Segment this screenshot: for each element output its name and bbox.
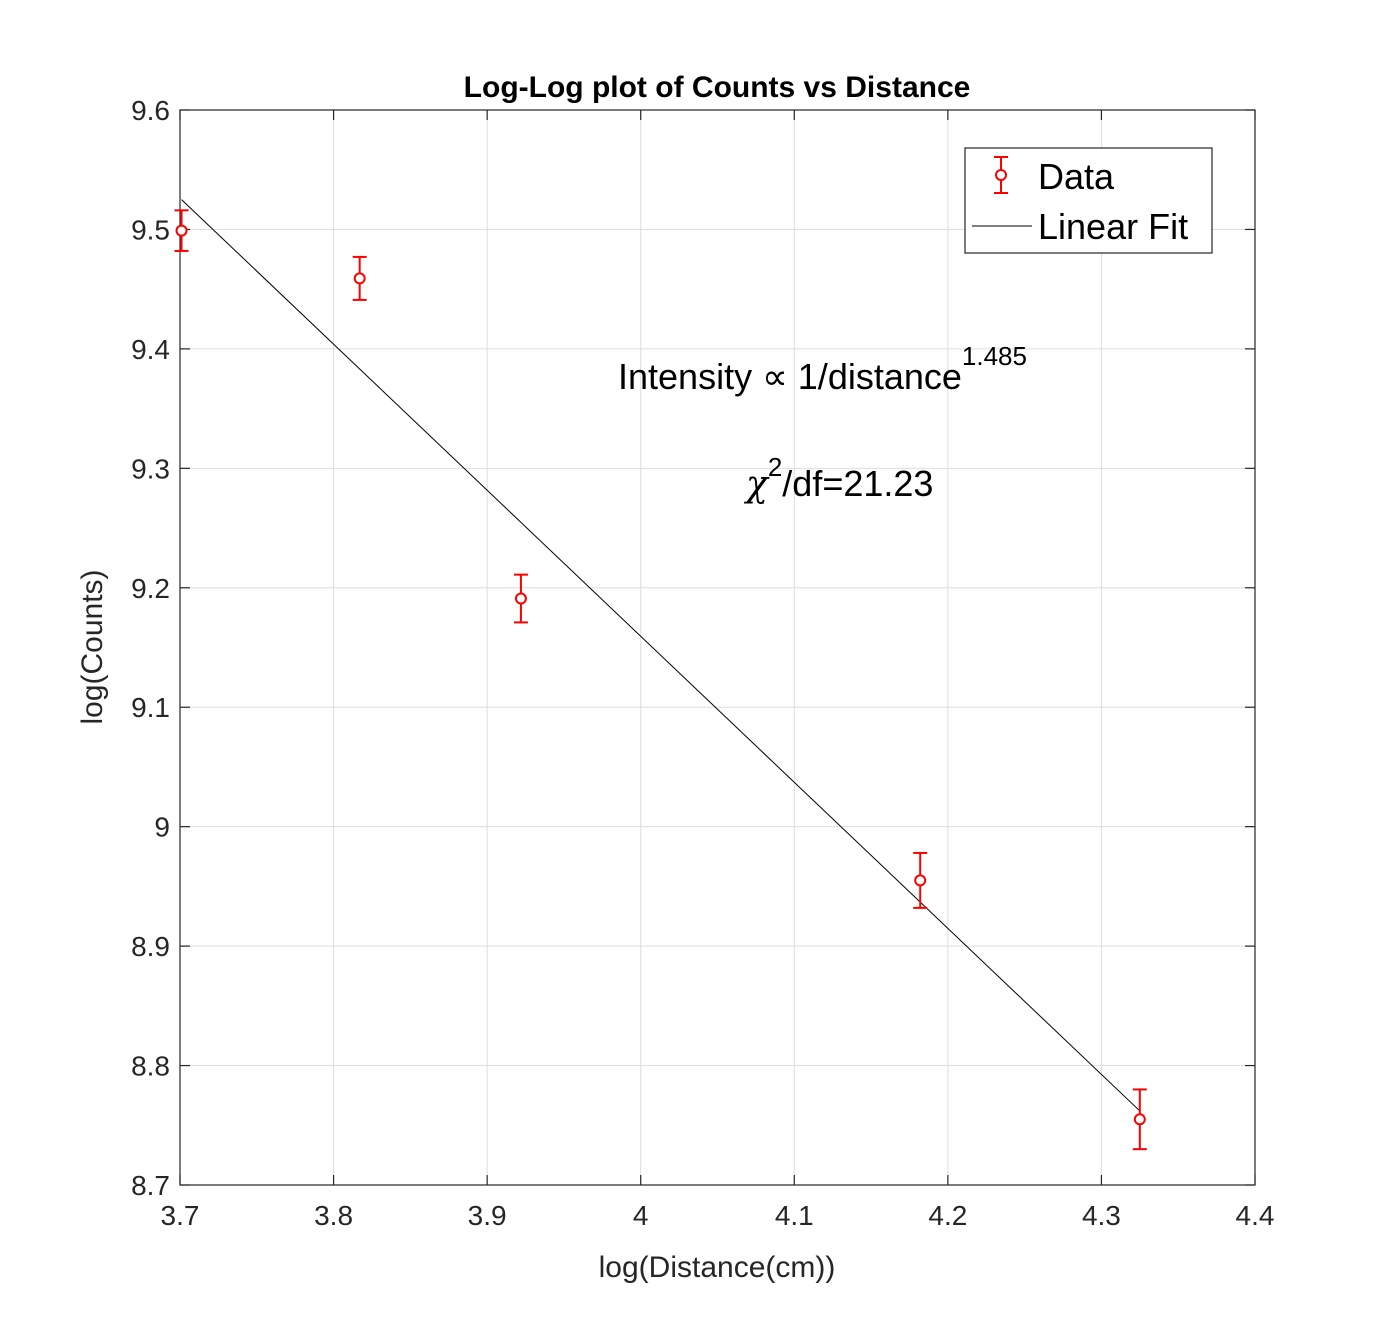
x-tick-label: 3.7 [161,1200,200,1231]
data-point [913,851,928,909]
data-point [513,573,528,624]
chi-square-annotation: χ2/df=21.23 [743,452,933,505]
x-axis-label: log(Distance(cm)) [599,1251,836,1284]
legend-data-marker [994,156,1008,194]
y-tick-labels: 8.7 8.8 8.9 9 9.1 9.2 9.3 9.4 9.5 9.6 [131,95,170,1201]
chart-title: Log-Log plot of Counts vs Distance [464,71,971,104]
data-marker [353,272,366,285]
intensity-exponent: 1.485 [962,341,1027,371]
y-tick-label: 9.1 [131,692,170,723]
data-point [1132,1088,1147,1151]
y-tick-label: 8.9 [131,931,170,962]
intensity-annotation: Intensity ∝ 1/distance1.485 [618,341,1027,397]
legend-box [964,147,1213,254]
y-tick-label: 9.5 [131,214,170,245]
x-tick-label: 3.9 [468,1200,507,1231]
y-tick-label: 8.7 [131,1170,170,1201]
data-marker [914,874,927,887]
y-tick-label: 9.3 [131,453,170,484]
x-tick-label: 4.1 [775,1200,814,1231]
data-marker [1133,1113,1146,1126]
x-tick-label: 4.4 [1236,1200,1275,1231]
legend: Data Linear Fit [964,147,1213,254]
chi-symbol: χ [743,464,770,505]
x-tick-label: 4.2 [928,1200,967,1231]
y-tick-label: 9.2 [131,573,170,604]
x-tick-label: 4 [633,1200,649,1231]
x-tick-label: 3.8 [314,1200,353,1231]
intensity-text: Intensity ∝ 1/distance [618,356,962,397]
data-marker [175,224,188,237]
legend-fit-label: Linear Fit [1038,206,1188,247]
axis-ticks [179,109,1256,1186]
legend-data-label: Data [1038,156,1115,197]
x-tick-label: 4.3 [1082,1200,1121,1231]
chi-exponent: 2 [768,452,782,482]
y-tick-label: 8.8 [131,1051,170,1082]
svg-text:χ2/df=21.23: χ2/df=21.23 [743,452,933,505]
linear-fit-layer [181,199,1141,1112]
y-tick-label: 9.6 [131,95,170,126]
svg-text:Intensity ∝ 1/distance1.485: Intensity ∝ 1/distance1.485 [618,341,1027,397]
chi-rest: /df=21.23 [782,463,933,504]
x-tick-labels: 3.7 3.8 3.9 4 4.1 4.2 4.3 4.4 [161,1200,1275,1231]
y-tick-label: 9.4 [131,334,170,365]
data-marker [514,592,527,605]
y-axis-label: log(Counts) [76,569,109,724]
data-point [352,255,367,301]
plot-area-frame [179,109,1256,1186]
data-points-layer [174,209,1147,1151]
linear-fit-line [181,199,1141,1112]
y-tick-label: 9 [154,812,170,843]
data-point [174,209,189,252]
